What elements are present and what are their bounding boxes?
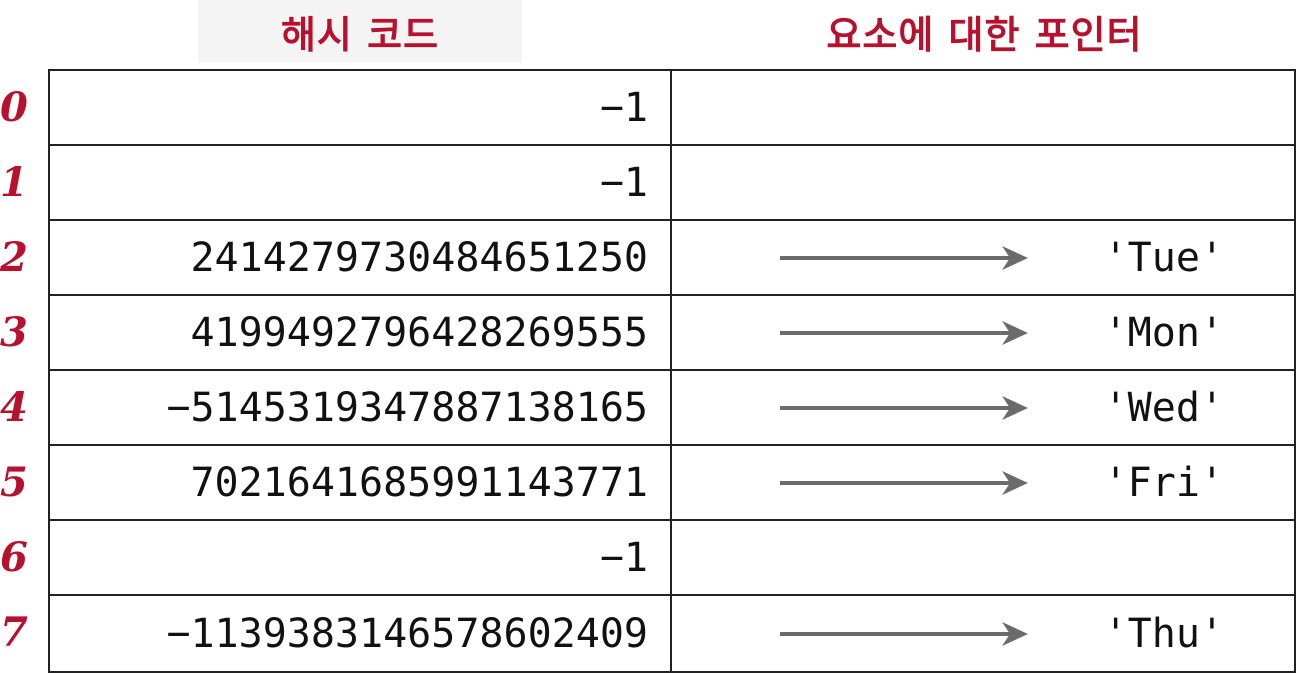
pointer-cell [672, 521, 1294, 594]
hash-cell: −1 [50, 521, 672, 594]
hash-cell: −5145319347887138165 [50, 371, 672, 444]
element-value: 'Thu' [1103, 610, 1224, 657]
table-row: −1 [50, 71, 1294, 146]
hash-cell: −1 [50, 71, 672, 144]
table-row: 2414279730484651250 'Tue' [50, 221, 1294, 296]
row-index: 7 [0, 609, 28, 656]
pointer-cell: 'Thu' [672, 596, 1294, 671]
pointer-arrow-icon [780, 621, 1028, 646]
hash-code-header: 해시 코드 [198, 0, 522, 62]
row-index: 0 [0, 84, 28, 131]
hash-cell: 7021641685991143771 [50, 446, 672, 519]
hash-cell: 2414279730484651250 [50, 221, 672, 294]
element-value: 'Mon' [1103, 309, 1224, 356]
index-column: 0 1 2 3 4 5 6 7 [0, 70, 36, 670]
row-index: 3 [0, 309, 28, 356]
row-index: 2 [0, 234, 28, 281]
table-row: −1 [50, 146, 1294, 221]
pointer-arrow-icon [780, 245, 1028, 270]
table-row: 4199492796428269555 'Mon' [50, 296, 1294, 371]
element-value: 'Fri' [1103, 459, 1224, 506]
hash-table: −1 −1 2414279730484651250 'Tue' 41994927… [48, 69, 1296, 673]
pointer-cell: 'Tue' [672, 221, 1294, 294]
table-row: −1 [50, 521, 1294, 596]
table-row: −5145319347887138165 'Wed' [50, 371, 1294, 446]
hash-cell: −1139383146578602409 [50, 596, 672, 671]
hash-cell: −1 [50, 146, 672, 219]
pointer-arrow-icon [780, 320, 1028, 345]
row-index: 5 [0, 459, 28, 506]
pointer-cell [672, 71, 1294, 144]
pointer-arrow-icon [780, 470, 1028, 495]
element-value: 'Wed' [1103, 384, 1224, 431]
element-pointer-header: 요소에 대한 포인터 [826, 12, 1143, 57]
row-index: 4 [0, 384, 28, 431]
table-row: −1139383146578602409 'Thu' [50, 596, 1294, 671]
hash-cell: 4199492796428269555 [50, 296, 672, 369]
pointer-cell: 'Wed' [672, 371, 1294, 444]
pointer-cell: 'Fri' [672, 446, 1294, 519]
element-value: 'Tue' [1103, 234, 1224, 281]
row-index: 1 [0, 159, 28, 206]
table-row: 7021641685991143771 'Fri' [50, 446, 1294, 521]
row-index: 6 [0, 534, 28, 581]
pointer-cell: 'Mon' [672, 296, 1294, 369]
pointer-arrow-icon [780, 395, 1028, 420]
pointer-cell [672, 146, 1294, 219]
